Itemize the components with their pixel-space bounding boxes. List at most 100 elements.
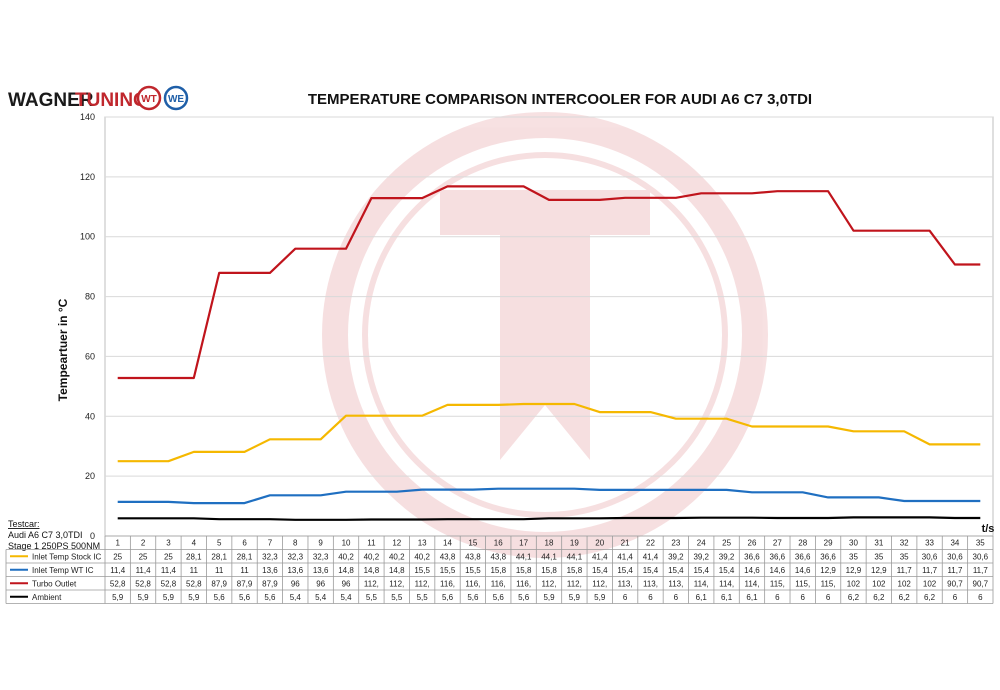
x-tick-label: 21	[621, 539, 630, 548]
x-tick-label: 10	[342, 539, 351, 548]
data-label: 28,1	[237, 552, 253, 561]
legend-label: Inlet Temp Stock IC	[32, 552, 101, 561]
data-label: 52,8	[110, 579, 126, 588]
data-label: 112,	[592, 579, 607, 588]
data-label: 40,2	[414, 552, 430, 561]
x-tick-label: 34	[950, 539, 959, 548]
data-label: 39,2	[668, 552, 684, 561]
x-tick-label: 7	[268, 539, 273, 548]
data-label: 90,7	[973, 579, 989, 588]
data-label: 102	[898, 579, 912, 588]
data-label: 12,9	[820, 566, 836, 575]
data-label: 25	[139, 552, 148, 561]
data-label: 13,6	[262, 566, 278, 575]
data-label: 44,1	[516, 552, 532, 561]
data-label: 35	[849, 552, 858, 561]
data-label: 112,	[364, 579, 379, 588]
data-label: 113,	[618, 579, 633, 588]
x-tick-label: 8	[293, 539, 298, 548]
data-label: 40,2	[338, 552, 354, 561]
x-tick-label: 20	[595, 539, 604, 548]
x-tick-label: 12	[392, 539, 401, 548]
series-line-1	[117, 402, 981, 463]
testcar-heading: Testcar:	[8, 519, 40, 529]
data-label: 15,5	[465, 566, 481, 575]
x-tick-label: 22	[646, 539, 655, 548]
testcar-model: Audi A6 C7 3,0TDI	[8, 530, 83, 540]
watermark-logo	[322, 112, 768, 558]
data-label: 11,4	[110, 566, 126, 575]
data-label: 5,6	[264, 593, 276, 602]
data-label: 36,6	[820, 552, 836, 561]
data-label: 6	[826, 593, 831, 602]
x-tick-label: 4	[192, 539, 197, 548]
x-tick-label: 30	[849, 539, 858, 548]
data-label: 14,8	[364, 566, 380, 575]
data-label: 15,5	[440, 566, 456, 575]
x-tick-label: 28	[798, 539, 807, 548]
data-label: 11	[190, 566, 199, 575]
wt-logo-text: WT	[141, 94, 157, 105]
data-label: 5,6	[239, 593, 251, 602]
data-label: 5,9	[112, 593, 124, 602]
data-label: 6	[800, 593, 805, 602]
data-label: 44,1	[567, 552, 583, 561]
data-label: 114,	[744, 579, 759, 588]
y-tick-label: 100	[80, 232, 95, 242]
y-tick-label: 60	[85, 351, 95, 361]
data-label: 112,	[389, 579, 404, 588]
data-label: 5,4	[290, 593, 302, 602]
data-label: 116,	[465, 579, 480, 588]
data-label: 112,	[415, 579, 430, 588]
y-tick-label: 140	[80, 112, 95, 122]
data-label: 102	[923, 579, 937, 588]
data-label: 25	[164, 552, 173, 561]
brand-name-part2: TUNING	[75, 90, 148, 111]
data-label: 15,4	[643, 566, 659, 575]
x-tick-label: 13	[418, 539, 427, 548]
data-label: 116,	[516, 579, 531, 588]
data-label: 5,4	[315, 593, 327, 602]
data-label: 115,	[795, 579, 810, 588]
data-label: 40,2	[389, 552, 405, 561]
testcar-info: Testcar: Audi A6 C7 3,0TDI Stage 1 250PS…	[8, 519, 100, 551]
data-label: 90,7	[947, 579, 963, 588]
data-label: 113,	[668, 579, 683, 588]
brand-header: WAGNER TUNING WT WE	[8, 85, 189, 111]
data-label: 30,6	[947, 552, 963, 561]
data-label: 12,9	[846, 566, 862, 575]
data-label: 115,	[821, 579, 836, 588]
data-label: 6,1	[721, 593, 733, 602]
legend-label: Turbo Outlet	[32, 579, 77, 588]
data-label: 32,3	[313, 552, 329, 561]
data-label: 6	[623, 593, 628, 602]
series-line-3	[117, 185, 981, 380]
series-line-2	[117, 487, 981, 505]
data-label: 11,4	[136, 566, 152, 575]
data-label: 15,4	[668, 566, 684, 575]
data-label: 14,6	[770, 566, 786, 575]
data-label: 114,	[694, 579, 709, 588]
data-label: 96	[342, 579, 351, 588]
data-label: 114,	[719, 579, 734, 588]
data-label: 41,4	[617, 552, 633, 561]
data-label: 39,2	[693, 552, 709, 561]
data-label: 87,9	[262, 579, 278, 588]
legend-label: Inlet Temp WT IC	[32, 566, 94, 575]
x-tick-label: 26	[748, 539, 757, 548]
x-axis-label: t/s	[982, 523, 995, 535]
testcar-stage: Stage 1 250PS 500NM	[8, 541, 100, 551]
data-label: 6,2	[848, 593, 860, 602]
data-label: 15,8	[541, 566, 557, 575]
data-table: 1 2 3 4 5 6 7 8 9 10 11 12 13 14 15 16 17 18 19 20 21 22 23 24 2…	[5, 535, 994, 604]
data-label: 15,8	[567, 566, 583, 575]
data-label: 35	[900, 552, 909, 561]
x-tick-label: 16	[494, 539, 503, 548]
data-label: 15,8	[516, 566, 532, 575]
data-label: 5,6	[493, 593, 505, 602]
data-label: 96	[316, 579, 325, 588]
data-label: 14,8	[389, 566, 405, 575]
x-tick-label: 14	[443, 539, 452, 548]
data-label: 52,8	[161, 579, 177, 588]
data-label: 11	[215, 566, 224, 575]
